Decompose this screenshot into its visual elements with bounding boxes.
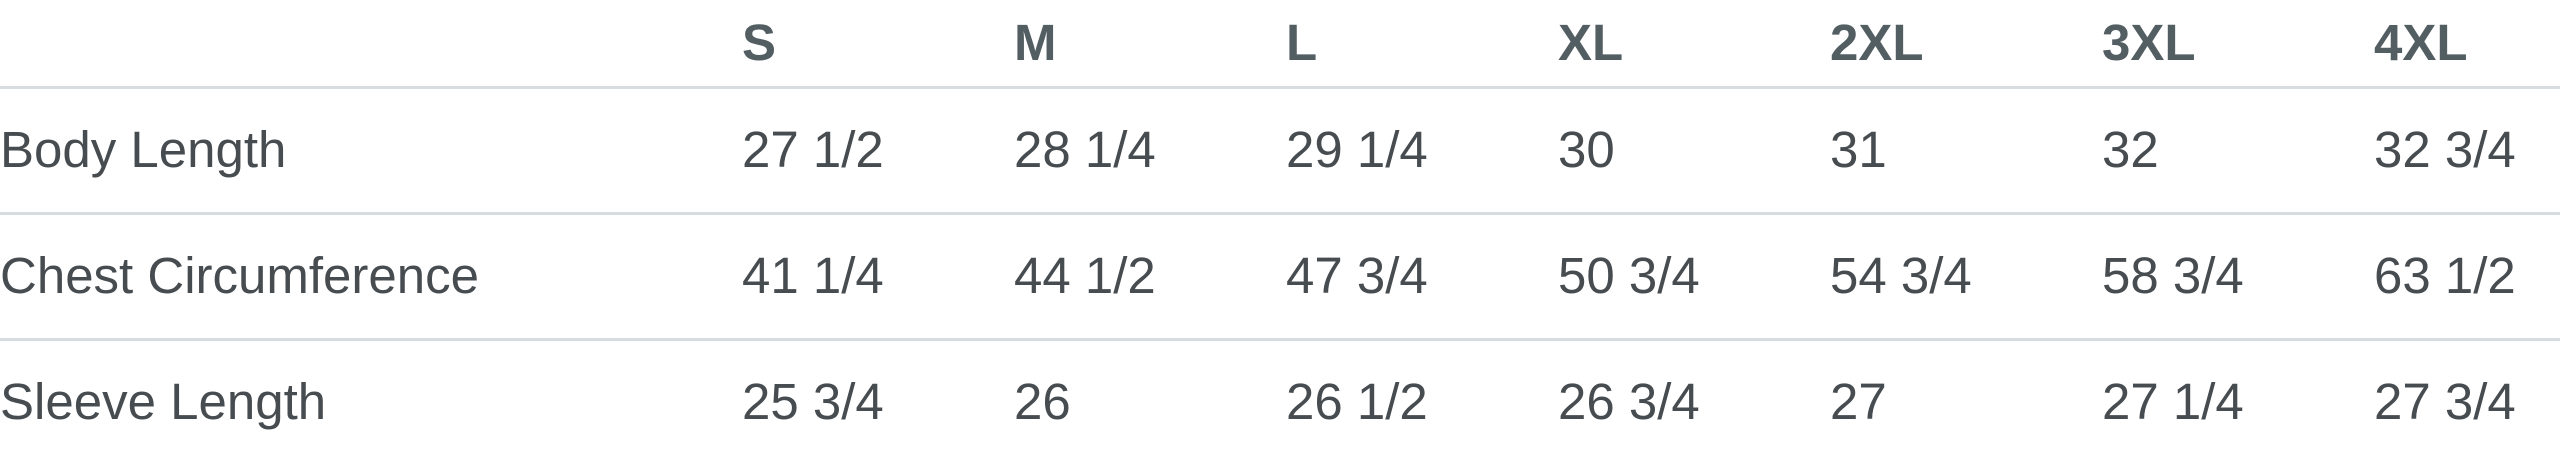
- row-label-body-length: Body Length: [0, 87, 742, 215]
- cell-body-length-m: 28 1/4: [1014, 87, 1286, 215]
- cell-chest-circumference-s: 41 1/4: [742, 213, 1014, 341]
- table-row-body-length: Body Length 27 1/2 28 1/4 29 1/4 30 31 32 32 3/…: [0, 87, 2560, 215]
- cell-body-length-xl: 30: [1558, 87, 1830, 215]
- row-label-chest-circumference: Chest Circumference: [0, 213, 742, 341]
- cell-chest-circumference-3xl: 58 3/4: [2102, 213, 2374, 341]
- table-row-chest-circumference: Chest Circumference 41 1/4 44 1/2 47 3/4 50 …: [0, 213, 2560, 341]
- cell-body-length-3xl: 32: [2102, 87, 2374, 215]
- cell-sleeve-length-4xl: 27 3/4: [2374, 339, 2560, 456]
- cell-body-length-s: 27 1/2: [742, 87, 1014, 215]
- cell-sleeve-length-2xl: 27: [1830, 339, 2102, 456]
- cell-body-length-4xl: 32 3/4: [2374, 87, 2560, 215]
- corner-cell: [0, 0, 742, 89]
- cell-chest-circumference-l: 47 3/4: [1286, 213, 1558, 341]
- table-row-sleeve-length: Sleeve Length 25 3/4 26 26 1/2 26 3/4 27 27 1/…: [0, 339, 2560, 456]
- cell-sleeve-length-l: 26 1/2: [1286, 339, 1558, 456]
- column-header-4xl: 4XL: [2374, 0, 2560, 89]
- cell-sleeve-length-m: 26: [1014, 339, 1286, 456]
- cell-chest-circumference-2xl: 54 3/4: [1830, 213, 2102, 341]
- row-label-sleeve-length: Sleeve Length: [0, 339, 742, 456]
- cell-sleeve-length-s: 25 3/4: [742, 339, 1014, 456]
- cell-sleeve-length-xl: 26 3/4: [1558, 339, 1830, 456]
- column-header-xl: XL: [1558, 0, 1830, 89]
- column-header-l: L: [1286, 0, 1558, 89]
- column-header-m: M: [1014, 0, 1286, 89]
- cell-chest-circumference-xl: 50 3/4: [1558, 213, 1830, 341]
- cell-chest-circumference-m: 44 1/2: [1014, 213, 1286, 341]
- cell-sleeve-length-3xl: 27 1/4: [2102, 339, 2374, 456]
- cell-chest-circumference-4xl: 63 1/2: [2374, 213, 2560, 341]
- size-header-row: S M L XL 2XL 3XL 4XL: [0, 0, 2560, 89]
- cell-body-length-2xl: 31: [1830, 87, 2102, 215]
- column-header-2xl: 2XL: [1830, 0, 2102, 89]
- column-header-3xl: 3XL: [2102, 0, 2374, 89]
- column-header-s: S: [742, 0, 1014, 89]
- cell-body-length-l: 29 1/4: [1286, 87, 1558, 215]
